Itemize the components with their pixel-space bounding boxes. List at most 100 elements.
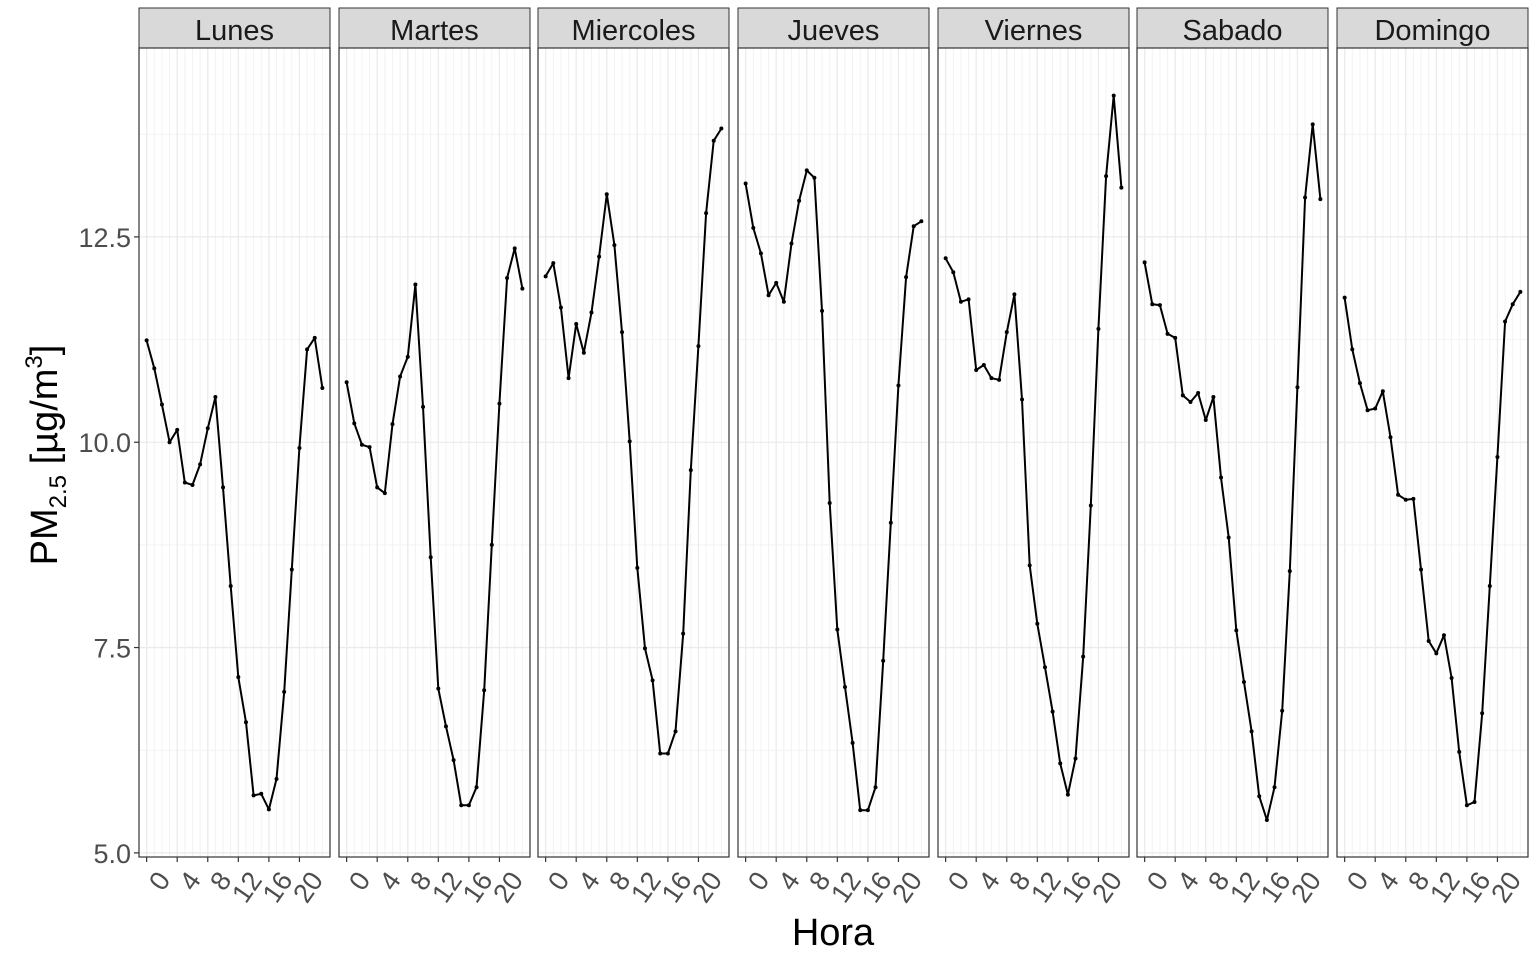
series-line [744,169,922,812]
data-point [1495,455,1500,460]
data-point [344,380,349,385]
data-point [421,404,426,409]
data-point [1004,330,1009,335]
data-point [1441,633,1446,638]
facet-strip-label: Sabado [1183,15,1283,47]
data-point [1373,406,1378,411]
panel-border [537,47,730,858]
data-point [205,426,210,431]
data-point [320,386,325,391]
data-point [459,803,464,808]
data-point [175,427,180,432]
data-point [958,299,963,304]
data-point [1411,496,1416,501]
facet-strip-label: Martes [390,15,479,47]
facet-strip [1136,7,1329,49]
x-tick-label: 20 [1285,866,1327,908]
data-point [911,224,916,229]
panel-border [737,47,930,858]
data-point [159,402,164,407]
x-tick-label: 20 [1086,866,1128,908]
data-point [620,330,625,335]
data-point [551,261,556,266]
data-point [543,274,548,279]
facet-strip-label: Lunes [195,15,274,47]
x-tick-label: 0 [942,866,975,896]
data-point [1241,680,1246,685]
data-point [604,192,609,197]
data-point [182,480,187,485]
data-point [989,376,994,381]
data-point [451,758,456,763]
data-point [896,383,901,388]
data-point [375,485,380,490]
data-point [266,807,271,812]
data-point [781,299,786,304]
data-point [812,175,817,180]
data-point [1012,292,1017,297]
x-tick-label: 4 [773,866,806,896]
data-point [1157,303,1162,308]
data-point [650,678,655,683]
facet-strip-label: Viernes [985,15,1083,47]
data-point [888,520,893,525]
data-point [789,241,794,246]
x-tick-label: 20 [287,866,329,908]
data-point [1426,638,1431,643]
data-point [1150,302,1155,307]
data-point [512,246,517,251]
x-tick-label: 4 [1372,866,1405,896]
data-point [474,785,479,790]
series-line [544,127,723,755]
x-tick-label: 20 [686,866,728,908]
x-axis-title: Hora [792,912,875,954]
y-tick-label: 7.5 [93,634,131,664]
data-point [574,321,579,326]
data-point [589,310,594,315]
data-point [873,785,878,790]
data-point [1487,583,1492,588]
data-point [581,350,586,355]
data-point [1257,794,1262,799]
data-point [1104,174,1109,179]
panel-border [1336,47,1529,858]
data-point [505,275,510,280]
data-point [1035,621,1040,626]
y-axis: 5.0 7.5 10.0 12.5 [78,223,139,869]
data-point [359,442,364,447]
data-point [1388,435,1393,440]
series-line [944,94,1123,796]
data-point [1027,563,1032,568]
data-point [1472,799,1477,804]
facet-strip-label: Domingo [1374,15,1490,47]
x-tick-label: 0 [1341,866,1374,896]
data-point [881,658,886,663]
data-point [566,376,571,381]
data-point [1111,93,1116,98]
data-point [597,254,602,259]
data-point [1503,319,1508,324]
data-point [1042,665,1047,670]
data-point [259,791,264,796]
data-point [766,293,771,298]
data-point [1226,535,1231,540]
data-point [167,440,172,445]
data-point [520,286,525,291]
x-tick-label: 20 [1485,866,1527,908]
data-point [1180,393,1185,398]
x-tick-label: 0 [1141,866,1174,896]
panel-border [1136,47,1329,858]
facet-strip [338,7,531,49]
data-point [758,251,763,256]
y-tick-label: 5.0 [93,839,131,869]
series-line [345,247,524,807]
data-point [1380,389,1385,394]
data-point [489,542,494,547]
data-point [743,181,748,186]
series-line [145,336,324,811]
data-point [236,675,241,680]
data-point [797,198,802,203]
data-point [1457,749,1462,754]
